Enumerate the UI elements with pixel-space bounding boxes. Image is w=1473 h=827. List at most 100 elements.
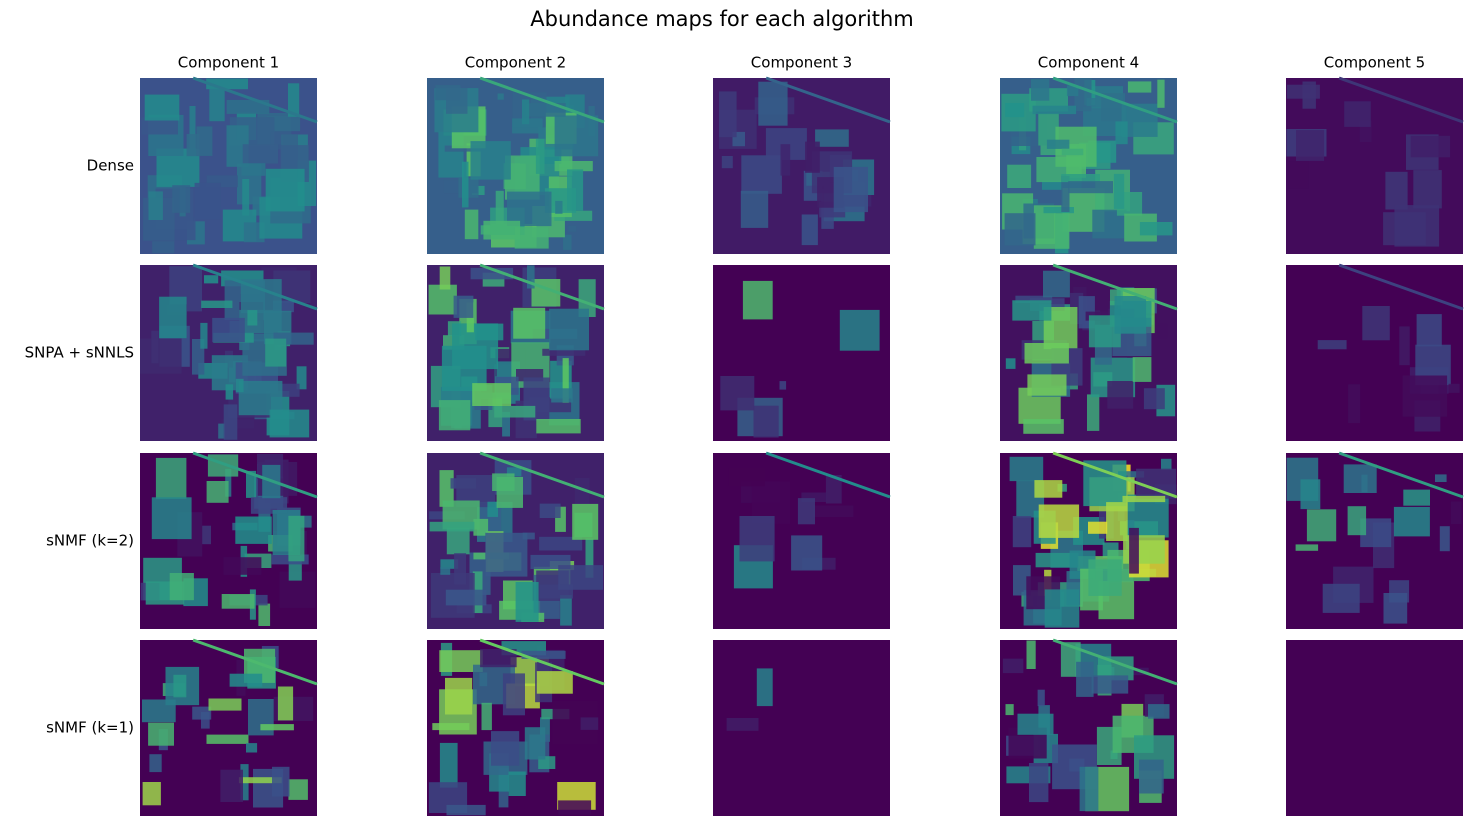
map-region [485, 532, 528, 577]
map-region [439, 650, 483, 672]
map-region [1127, 81, 1152, 93]
map-region [221, 594, 255, 609]
map-region [492, 473, 515, 491]
abundance-map [713, 265, 890, 441]
map-region [1110, 750, 1118, 759]
map-region [567, 169, 584, 211]
map-region [1005, 358, 1016, 369]
map-region [1088, 521, 1108, 534]
map-region [207, 454, 239, 477]
map-region [740, 190, 769, 228]
map-region [726, 718, 759, 731]
map-region [515, 582, 539, 622]
map-region [1317, 340, 1347, 350]
map-region [1413, 170, 1442, 209]
map-region [235, 378, 244, 393]
map-region [1450, 501, 1462, 525]
map-region [1091, 675, 1129, 694]
map-region [148, 191, 163, 220]
map-region [1348, 384, 1361, 424]
map-region [151, 330, 159, 364]
map-region [446, 804, 486, 816]
map-region [554, 115, 599, 157]
map-region [1012, 516, 1032, 548]
map-region [1032, 105, 1077, 115]
map-region [1106, 502, 1128, 541]
map-region [208, 698, 242, 711]
abundance-map [140, 451, 318, 629]
map-region [1435, 474, 1447, 482]
map-region [728, 468, 765, 487]
map-region [1098, 656, 1134, 681]
map-region [524, 727, 546, 760]
map-region [812, 505, 854, 518]
map-region [1402, 375, 1448, 417]
map-region [1029, 763, 1049, 803]
map-region [739, 516, 775, 562]
map-region [472, 383, 512, 406]
map-region [462, 161, 469, 208]
map-road [479, 451, 605, 499]
map-region [1086, 98, 1096, 107]
map-region [220, 769, 243, 802]
map-region [155, 457, 187, 499]
map-road [192, 76, 318, 124]
map-region [508, 771, 526, 796]
map-region [513, 307, 546, 339]
abundance-map [1286, 451, 1464, 629]
map-region [212, 317, 245, 343]
abundance-map [1286, 640, 1463, 816]
map-region [551, 388, 573, 403]
map-region [151, 497, 192, 540]
map-region [454, 553, 467, 585]
map-region [445, 677, 473, 715]
row-label: sNMF (k=1) [46, 719, 134, 737]
map-region [578, 279, 596, 317]
map-region [558, 565, 603, 590]
map-region [1385, 171, 1408, 210]
map-region [719, 91, 737, 138]
map-region [507, 191, 552, 227]
map-region [720, 376, 755, 411]
map-region [1322, 583, 1360, 613]
map-region [172, 185, 191, 213]
map-road [479, 638, 605, 686]
map-region [839, 309, 880, 351]
map-road [765, 451, 891, 499]
map-region [1157, 79, 1165, 108]
map-region [502, 411, 510, 437]
map-region [585, 538, 594, 578]
map-region [470, 267, 514, 280]
map-region [1394, 205, 1440, 247]
map-region [574, 477, 590, 511]
map-region [1286, 84, 1320, 99]
map-region [221, 419, 254, 429]
map-region [562, 358, 569, 403]
map-region [815, 129, 849, 147]
map-road [192, 263, 318, 311]
map-region [218, 423, 225, 439]
map-road [1052, 451, 1178, 499]
map-region [558, 800, 592, 815]
map-region [265, 338, 287, 367]
map-region [288, 83, 300, 117]
map-region [1114, 296, 1147, 334]
row-label: Dense [87, 157, 134, 175]
map-region [1005, 103, 1025, 118]
map-region [1002, 658, 1024, 674]
map-region [542, 348, 586, 356]
map-region [142, 699, 176, 723]
map-region [1013, 565, 1031, 596]
map-road [479, 76, 605, 124]
map-region [506, 467, 522, 477]
map-region [527, 265, 535, 289]
map-region [1399, 326, 1410, 366]
map-region [1046, 139, 1070, 149]
map-region [497, 93, 504, 100]
column-title: Component 1 [178, 54, 279, 72]
abundance-map [427, 638, 605, 816]
map-region [554, 161, 593, 172]
map-region [753, 405, 779, 438]
map-region [246, 470, 257, 498]
map-region [791, 535, 823, 571]
